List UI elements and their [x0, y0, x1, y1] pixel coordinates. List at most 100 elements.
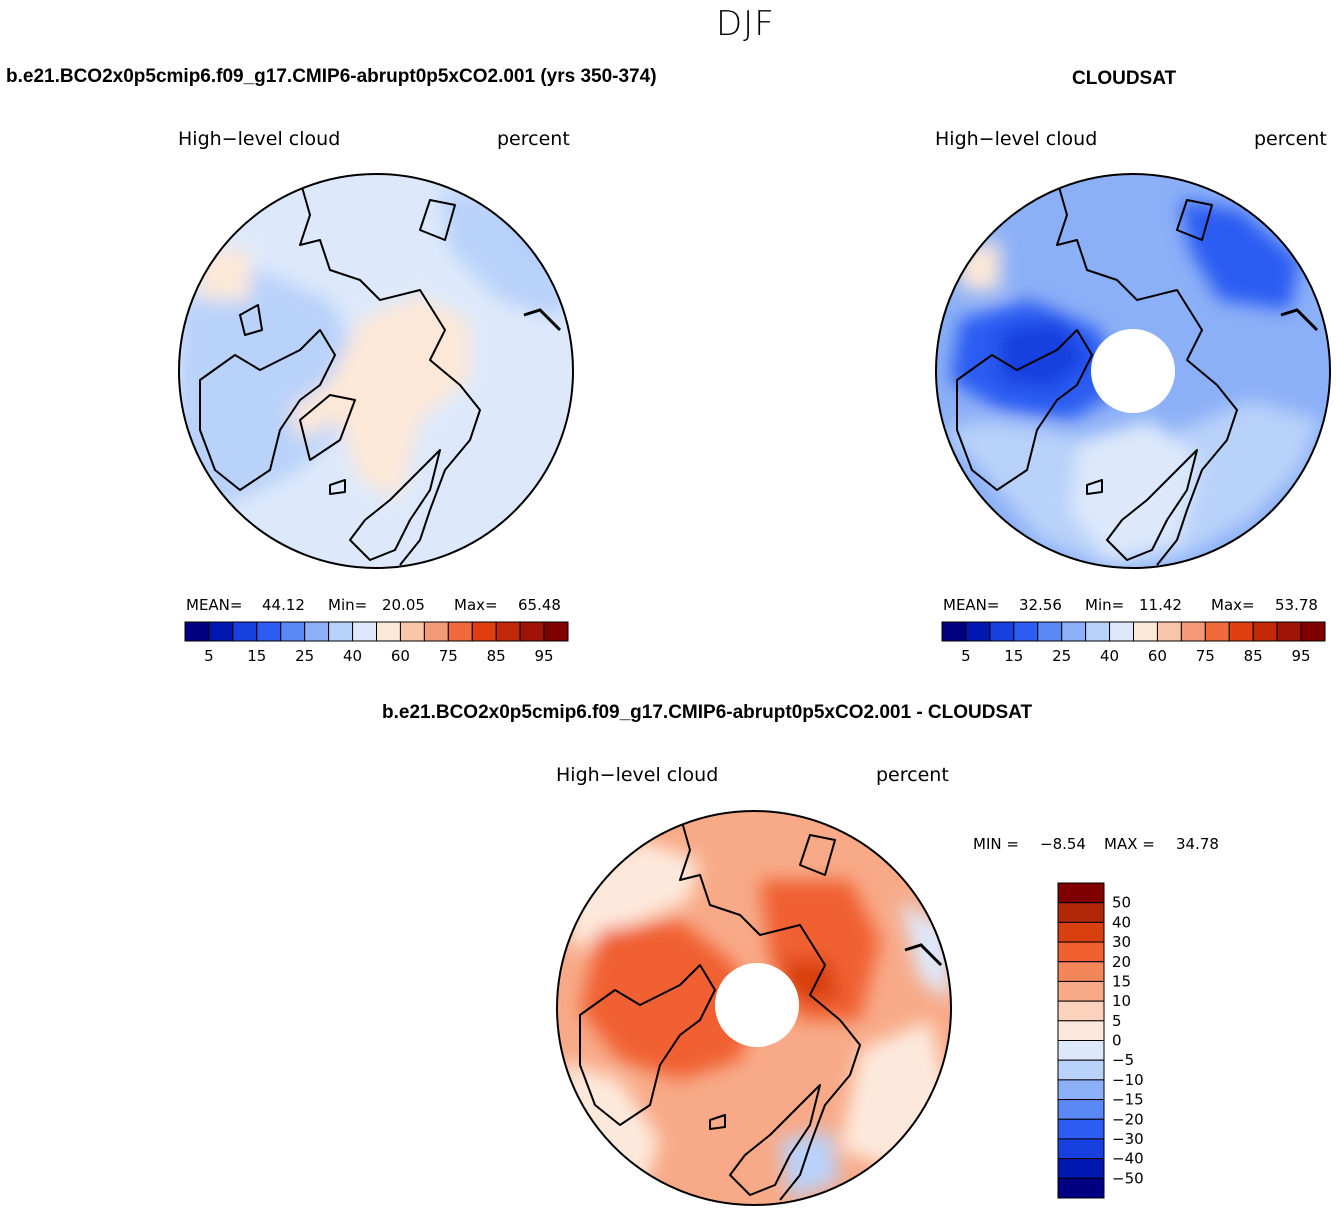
diff-colorbar-tick-label: −40 [1112, 1150, 1144, 1168]
model-max-label: Max= [454, 596, 498, 614]
obs-colorbar: 5 15 25 40 60 75 85 95 [941, 621, 1326, 665]
diff-colorbar-box [1057, 1099, 1105, 1120]
obs-colorbar-tick-label: 15 [1004, 647, 1023, 665]
diff-panel-title: b.e21.BCO2x0p5cmip6.f09_g17.CMIP6-abrupt… [382, 702, 1033, 723]
model-map [179, 174, 573, 568]
diff-colorbar-tick-label: 5 [1112, 1012, 1122, 1030]
model-field-warm-patch-w [200, 250, 250, 300]
model-colorbar-box [352, 621, 377, 642]
diff-colorbar-box [1057, 1000, 1105, 1022]
obs-mean-value: 32.56 [1019, 596, 1062, 614]
model-colorbar-box [304, 621, 330, 642]
model-colorbar-tick-label: 40 [343, 647, 362, 665]
diff-colorbar-box [1057, 1177, 1105, 1199]
model-colorbar-tick-label: 60 [391, 647, 410, 665]
diff-coastlines [579, 814, 861, 1201]
model-colorbar-box [471, 621, 497, 642]
obs-min-value: 11.42 [1139, 596, 1182, 614]
model-colorbar-tick-label: 95 [535, 647, 554, 665]
diff-colorbar-box [1057, 882, 1105, 904]
obs-missing-data-hole [1091, 329, 1175, 413]
diff-colorbar-tick-label: 30 [1112, 933, 1131, 951]
diff-colorbar-box [1057, 1020, 1105, 1041]
model-mean-value: 44.12 [262, 596, 305, 614]
obs-coastlines [956, 179, 1238, 566]
diff-colorbar-box [1057, 1118, 1105, 1140]
model-min-label: Min= [328, 596, 368, 614]
obs-min-label: Min= [1085, 596, 1125, 614]
model-units-label: percent [497, 128, 570, 150]
diff-colorbar-tick-label: 15 [1112, 972, 1131, 990]
obs-variable-label: High−level cloud [935, 128, 1098, 150]
model-colorbar-box [423, 621, 449, 642]
model-map-border [178, 173, 574, 569]
model-colorbar-tick-label: 25 [295, 647, 314, 665]
obs-colorbar-box [1061, 621, 1087, 642]
diff-colorbar-tick-label: 40 [1112, 913, 1131, 931]
model-colorbar-tick-label: 75 [439, 647, 458, 665]
model-colorbar-tick-label: 5 [204, 647, 214, 665]
obs-colorbar-tick-label: 95 [1292, 647, 1311, 665]
model-coastlines [199, 179, 481, 566]
obs-colorbar-box [1156, 621, 1182, 642]
diff-colorbar-tick-label: 50 [1112, 894, 1131, 912]
obs-colorbar-box [989, 621, 1015, 642]
diff-min-value: −8.54 [1040, 835, 1086, 853]
diff-map [557, 811, 951, 1205]
model-coast-east [523, 308, 562, 332]
model-colorbar-box [543, 621, 569, 642]
obs-colorbar-box [1276, 621, 1302, 642]
model-field-warm-patch [290, 295, 470, 500]
diff-min-label: MIN = [973, 835, 1019, 853]
obs-colorbar-box [1300, 621, 1326, 642]
obs-colorbar-tick-label: 5 [961, 647, 971, 665]
obs-colorbar-box [1252, 621, 1278, 642]
diff-colorbar-tick-label: −10 [1112, 1071, 1144, 1089]
obs-colorbar-box [1013, 621, 1039, 642]
diff-colorbar-tick-label: −50 [1112, 1169, 1144, 1187]
obs-panel-title: CLOUDSAT [1072, 68, 1177, 89]
obs-field-pale [1070, 420, 1200, 560]
obs-colorbar-box [965, 621, 991, 642]
diff-colorbar-tick-label: −20 [1112, 1110, 1144, 1128]
model-colorbar-box [519, 621, 545, 642]
diff-max-label: MAX = [1104, 835, 1155, 853]
model-colorbar-box [232, 621, 258, 642]
obs-colorbar-box [1228, 621, 1254, 642]
obs-colorbar-box [1204, 621, 1230, 642]
obs-colorbar-tick-label: 40 [1100, 647, 1119, 665]
diff-field-warm-core-w [580, 920, 760, 1080]
diff-colorbar-box [1057, 980, 1105, 1002]
diff-missing-data-hole [715, 963, 799, 1047]
model-variable-label: High−level cloud [178, 128, 341, 150]
model-colorbar: 5 15 25 40 60 75 85 95 [184, 621, 569, 665]
obs-colorbar-tick-label: 75 [1196, 647, 1215, 665]
model-colorbar-box [208, 621, 234, 642]
model-max-value: 65.48 [518, 596, 561, 614]
model-mean-label: MEAN= [186, 596, 243, 614]
diff-max-value: 34.78 [1176, 835, 1219, 853]
diff-colorbar-box [1057, 1079, 1105, 1101]
model-min-value: 20.05 [382, 596, 425, 614]
model-field-cool-patch [179, 270, 360, 520]
obs-map [936, 174, 1330, 568]
obs-colorbar-tick-label: 60 [1148, 647, 1167, 665]
model-field-cool-patch-ne [440, 190, 573, 320]
obs-colorbar-tick-label: 25 [1052, 647, 1071, 665]
season-title: DJF [716, 4, 775, 44]
model-colorbar-box [184, 621, 210, 642]
diff-colorbar-box [1057, 961, 1105, 982]
model-colorbar-box [376, 621, 401, 642]
obs-max-label: Max= [1211, 596, 1255, 614]
diff-colorbar-box [1057, 921, 1105, 943]
diff-map-border [556, 810, 952, 1206]
model-colorbar-box [256, 621, 282, 642]
diff-coast-east [904, 943, 943, 967]
diff-units-label: percent [876, 764, 949, 786]
diff-colorbar-box [1057, 1040, 1105, 1061]
model-colorbar-box [495, 621, 521, 642]
obs-colorbar-box [1085, 621, 1111, 642]
obs-max-value: 53.78 [1275, 596, 1318, 614]
obs-units-label: percent [1254, 128, 1327, 150]
